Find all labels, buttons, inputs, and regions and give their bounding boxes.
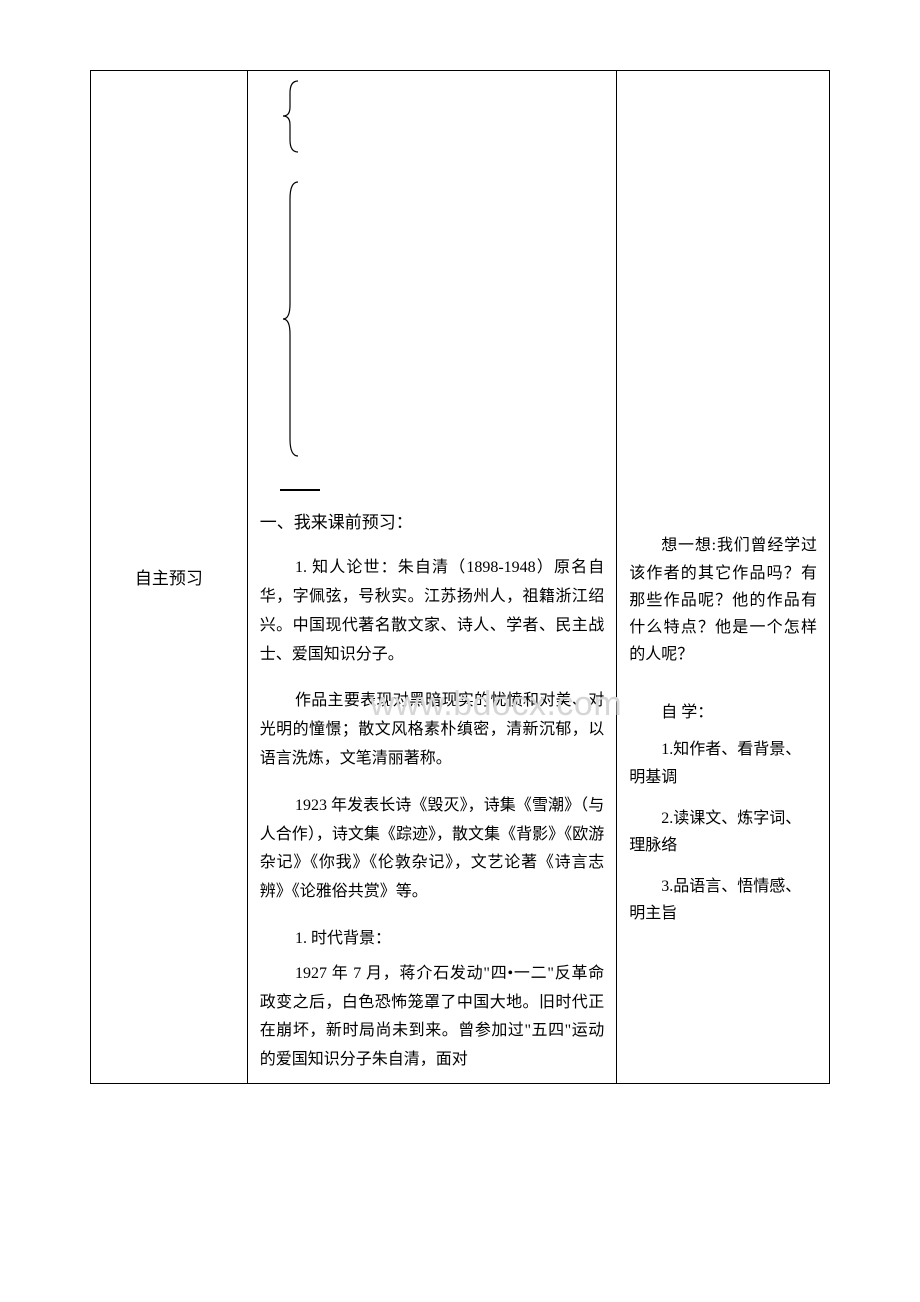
- right-content-cell: 想一想:我们曾经学过该作者的其它作品吗？有那些作品呢？他的作品有什么特点？他是一…: [617, 71, 830, 1084]
- think-section: 想一想:我们曾经学过该作者的其它作品吗？有那些作品呢？他的作品有什么特点？他是一…: [629, 532, 817, 668]
- self-study-heading: 自 学：: [629, 698, 817, 722]
- author-bio-text: 1. 知人论世：朱自清（1898-1948）原名自华，字佩弦，号秋实。江苏扬州人…: [260, 554, 605, 669]
- era-background-text: 1927 年 7 月，蒋介石发动"四•一二"反革命政变之后，白色恐怖笼罩了中国大…: [260, 960, 605, 1075]
- table-row: 自主预习 一、我来课前预习：: [91, 71, 830, 1084]
- era-background-title: 1. 时代背景：: [260, 925, 605, 954]
- think-prompt: 想一想:我们曾经学过该作者的其它作品吗？有那些作品呢？他的作品有什么特点？他是一…: [629, 532, 817, 668]
- study-point-2: 2.读课文、炼字词、理脉络: [629, 805, 817, 859]
- section-intro-title: 一、我来课前预习：: [260, 509, 605, 536]
- middle-content-cell: 一、我来课前预习： 1. 知人论世：朱自清（1898-1948）原名自华，字佩弦…: [247, 71, 617, 1084]
- left-label-cell: 自主预习: [91, 71, 248, 1084]
- document-container: www.bdocx.com 自主预习: [90, 70, 830, 1084]
- left-label: 自主预习: [135, 569, 203, 588]
- main-table: 自主预习 一、我来课前预习：: [90, 70, 830, 1084]
- publications-text: 1923 年发表长诗《毁灭》，诗集《雪潮》（与人合作），诗文集《踪迹》，散文集《…: [260, 792, 605, 907]
- brace-large-icon: [280, 179, 605, 464]
- study-point-3: 3.品语言、悟情感、明主旨: [629, 873, 817, 927]
- item-label: 1. 知人论世：: [295, 559, 398, 576]
- works-style-text: 作品主要表现对黑暗现实的忧愤和对美、对光明的憧憬；散文风格素朴缜密，清新沉郁，以…: [260, 687, 605, 773]
- brace-small-icon: [280, 79, 605, 159]
- horizontal-divider: [280, 489, 320, 491]
- study-point-1: 1.知作者、看背景、明基调: [629, 736, 817, 790]
